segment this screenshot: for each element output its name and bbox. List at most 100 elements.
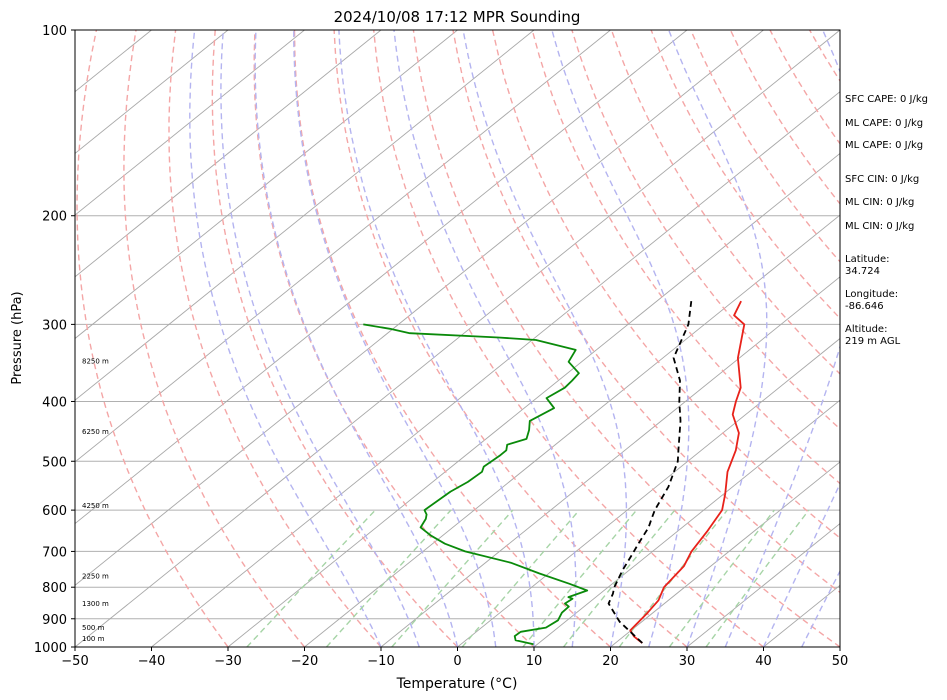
ml-cape-text: ML CAPE: 0 J/kg <box>845 118 923 129</box>
dry-adiabat-line <box>293 30 611 647</box>
mixing-ratio-line <box>705 509 810 647</box>
x-tick-label: 50 <box>832 654 849 669</box>
mixing-ratio-line <box>246 509 376 647</box>
isotherm-line <box>75 30 458 340</box>
x-tick-label: −30 <box>214 654 241 669</box>
moist-adiabat-line <box>338 30 535 647</box>
temperature-line <box>629 300 746 644</box>
y-tick-label: 700 <box>42 545 67 560</box>
x-axis: −50 −40 −30 −20 −10 0 10 20 30 40 50 <box>61 647 848 669</box>
height-label: 2250 m <box>82 572 109 580</box>
y-tick-label: 1000 <box>34 641 67 656</box>
moist-adiabat-line <box>551 30 690 647</box>
moist-adiabat-line <box>462 30 628 647</box>
isotherm-line <box>75 30 382 278</box>
moist-adiabat-line <box>254 30 459 647</box>
y-tick-label: 600 <box>42 504 67 519</box>
x-tick-label: 20 <box>602 654 619 669</box>
mixing-ratio-line <box>325 509 452 647</box>
moist-adiabat-line <box>293 30 497 647</box>
thermo-background-lines <box>75 30 947 647</box>
dry-adiabat-line <box>76 30 229 647</box>
isotherm-line <box>75 30 535 401</box>
latitude-label: Latitude: <box>845 254 890 265</box>
isotherm-line <box>75 30 305 216</box>
x-tick-label: −20 <box>291 654 318 669</box>
height-label: 500 m <box>82 624 105 632</box>
dry-adiabat-line <box>452 30 840 594</box>
x-tick-label: 40 <box>755 654 772 669</box>
dewpoint-line <box>363 323 589 646</box>
isotherm-line <box>75 30 229 154</box>
parameters-panel: SFC CAPE: 0 J/kg ML CAPE: 0 J/kg ML CAPE… <box>845 94 928 347</box>
height-label: 8250 m <box>82 358 109 366</box>
ml-cin-text: ML CIN: 0 J/kg <box>845 221 914 232</box>
mixing-ratio-line <box>618 509 728 647</box>
altitude-label: Altitude: <box>845 324 887 335</box>
moist-adiabat-line <box>393 30 577 647</box>
height-labels: 100 m 500 m 1300 m 2250 m 4250 m 6250 m 8250 m <box>82 358 109 643</box>
x-tick-label: −10 <box>367 654 394 669</box>
isotherm-line <box>380 276 840 647</box>
isotherm-line <box>75 30 611 463</box>
mixing-ratio-line <box>391 509 514 647</box>
y-tick-label: 300 <box>42 318 67 333</box>
chart-title: 2024/10/08 17:12 MPR Sounding <box>334 8 581 26</box>
dry-adiabat-line <box>610 30 840 375</box>
moist-adiabat-line <box>668 30 768 647</box>
ml-cape-text: ML CAPE: 0 J/kg <box>845 140 923 151</box>
x-axis-label: Temperature (°C) <box>396 676 518 692</box>
x-tick-label: −40 <box>138 654 165 669</box>
x-tick-label: 0 <box>453 654 461 669</box>
dry-adiabat-line <box>211 30 458 647</box>
dry-adiabat-line <box>929 30 947 647</box>
plot-area: 100 m 500 m 1300 m 2250 m 4250 m 6250 m 8250 m <box>74 29 947 648</box>
moist-adiabat-line <box>724 30 840 647</box>
mixing-ratio-line <box>461 509 580 647</box>
dry-adiabat-line <box>571 30 840 430</box>
height-label: 1300 m <box>82 600 109 608</box>
dry-adiabat-line <box>333 30 688 647</box>
parcel-line <box>607 300 693 644</box>
sfc-cape-text: SFC CAPE: 0 J/kg <box>845 94 928 105</box>
y-axis-label: Pressure (hPa) <box>10 291 25 384</box>
sounding-series <box>363 300 746 646</box>
moist-adiabat-line <box>189 30 382 647</box>
dry-adiabat-line <box>650 30 840 320</box>
y-tick-label: 200 <box>42 210 67 225</box>
isotherm-line <box>151 91 840 647</box>
moist-adiabat-line <box>220 30 420 647</box>
isotherm-line <box>75 30 840 647</box>
y-axis: 1000 900 800 700 600 500 400 300 200 100 <box>34 24 75 656</box>
ml-cin-text: ML CIN: 0 J/kg <box>845 197 914 208</box>
latitude-value: 34.724 <box>845 266 880 277</box>
mixing-ratio-line <box>562 509 676 647</box>
y-tick-label: 500 <box>42 455 67 470</box>
longitude-value: -86.646 <box>845 301 884 312</box>
sfc-cin-text: SFC CIN: 0 J/kg <box>845 174 919 185</box>
longitude-label: Longitude: <box>845 289 898 300</box>
mixing-ratio-line <box>668 509 775 647</box>
isotherm-line <box>75 30 764 586</box>
isotherm-line <box>610 461 840 647</box>
x-tick-label: 30 <box>679 654 696 669</box>
isotherm-line <box>457 337 840 647</box>
isotherm-line <box>686 523 840 647</box>
dry-adiabat-line <box>123 30 306 647</box>
x-tick-label: −50 <box>61 654 88 669</box>
height-label: 6250 m <box>82 428 109 436</box>
y-tick-label: 400 <box>42 395 67 410</box>
dry-adiabat-line <box>373 30 764 647</box>
isotherm-line <box>304 214 840 647</box>
y-tick-label: 900 <box>42 613 67 628</box>
altitude-value: 219 m AGL <box>845 336 901 347</box>
height-label: 100 m <box>82 635 105 643</box>
height-label: 4250 m <box>82 502 109 510</box>
isotherm-line <box>227 152 840 647</box>
isotherm-line <box>75 30 688 525</box>
y-tick-label: 100 <box>42 24 67 39</box>
x-tick-label: 10 <box>526 654 543 669</box>
y-tick-label: 800 <box>42 581 67 596</box>
isotherm-line <box>533 399 840 647</box>
